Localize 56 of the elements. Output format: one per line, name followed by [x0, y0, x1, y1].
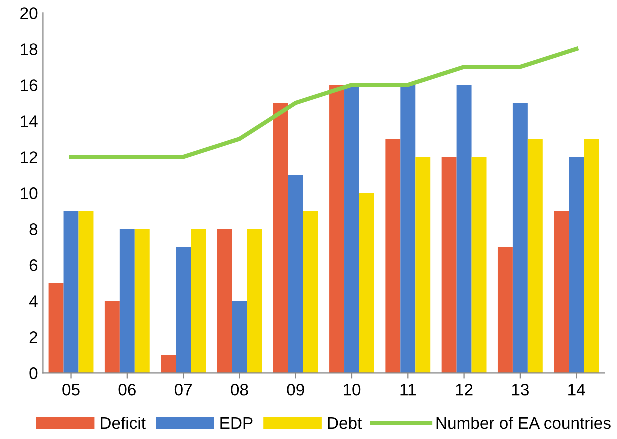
bar — [584, 139, 600, 374]
y-tick-label: 0 — [30, 368, 38, 380]
y-tick-label: 14 — [21, 116, 38, 128]
y-tick-label: 20 — [20, 8, 38, 20]
bar — [161, 355, 176, 374]
line-series — [69, 47, 579, 160]
legend-label: EDP — [220, 418, 253, 430]
y-tick-label: 6 — [30, 260, 38, 272]
x-tick-label: 10 — [344, 384, 361, 396]
bar — [191, 229, 206, 374]
x-tick-label: 09 — [287, 384, 304, 396]
bar — [134, 229, 150, 374]
x-tick-label: 11 — [400, 384, 416, 396]
bar — [442, 157, 457, 374]
bar — [330, 85, 345, 374]
bar — [120, 229, 135, 374]
y-tick-label: 10 — [21, 188, 38, 200]
bar — [232, 301, 248, 374]
legend-label: Debt — [328, 416, 362, 430]
x-tick-label: 14 — [568, 384, 586, 396]
bar — [303, 211, 318, 374]
bar — [359, 193, 374, 374]
x-tick-label: 06 — [118, 384, 136, 396]
bar — [344, 85, 360, 374]
bar — [386, 139, 401, 374]
bar — [554, 211, 570, 374]
y-tick-label: 16 — [21, 80, 38, 92]
bar — [288, 175, 304, 374]
bar — [569, 157, 584, 374]
x-tick-label: 08 — [231, 384, 248, 396]
bar — [78, 211, 94, 374]
y-tick-label: 18 — [21, 44, 38, 56]
bar — [528, 139, 543, 374]
legend-label: Number of EA countries — [436, 416, 611, 430]
bar — [512, 103, 528, 374]
bar — [64, 211, 79, 374]
y-tick-label: 8 — [30, 224, 38, 236]
bar — [176, 247, 192, 374]
bar — [217, 229, 232, 374]
bar — [400, 85, 416, 374]
bar — [498, 247, 513, 374]
legend-label: Deficit — [101, 416, 146, 430]
y-tick-label: 2 — [30, 332, 38, 344]
x-tick-label: 12 — [456, 384, 473, 396]
x-tick-label: 13 — [512, 384, 529, 396]
bar — [48, 283, 64, 374]
x-tick-label: 07 — [174, 384, 192, 396]
bar — [273, 103, 288, 374]
bar — [456, 85, 472, 374]
y-tick-label: 12 — [21, 152, 38, 164]
x-tick-label: 05 — [62, 384, 80, 396]
bar — [247, 229, 262, 374]
bar — [104, 301, 120, 374]
bar — [416, 157, 431, 374]
y-tick-label: 4 — [29, 296, 38, 308]
bar — [472, 157, 487, 374]
